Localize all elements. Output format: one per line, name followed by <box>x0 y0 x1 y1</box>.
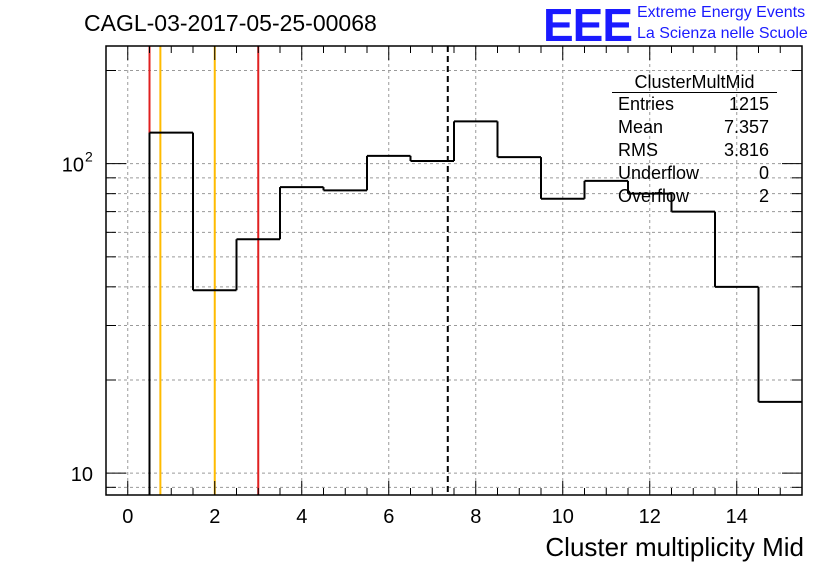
y-tick-exponent: 2 <box>85 149 93 165</box>
x-tick-label: 4 <box>296 506 307 528</box>
eee-logo-line1: Extreme Energy Events <box>637 4 806 21</box>
stats-value: 2 <box>758 186 769 206</box>
eee-logo: EEE <box>543 0 633 51</box>
y-tick-label: 10 <box>62 155 84 177</box>
axis-ticks <box>105 46 803 495</box>
stats-label: Mean <box>618 117 664 137</box>
chart-title: CAGL-03-2017-05-25-00068 <box>84 10 377 36</box>
stats-box: ClusterMultMid Entries 1215 Mean 7.357 R… <box>612 72 777 208</box>
x-tick-label: 10 <box>552 506 574 528</box>
stats-label: Entries <box>618 94 675 114</box>
stats-row-mean: Mean 7.357 <box>612 116 777 139</box>
x-tick-label: 2 <box>209 506 220 528</box>
stats-title: ClusterMultMid <box>612 72 777 93</box>
stats-row-underflow: Underflow 0 <box>612 162 777 185</box>
histogram-bars <box>148 120 802 495</box>
x-tick-label: 8 <box>470 506 481 528</box>
eee-logo-line2: La Scienza nelle Scuole <box>637 25 808 42</box>
stats-label: RMS <box>618 140 658 160</box>
stats-value: 0 <box>758 163 769 183</box>
grid <box>106 46 802 495</box>
stats-row-entries: Entries 1215 <box>612 93 777 116</box>
stats-value: 7.357 <box>723 117 769 137</box>
stats-row-overflow: Overflow 2 <box>612 185 777 208</box>
x-tick-label: 12 <box>639 506 661 528</box>
stats-value: 3.816 <box>723 140 769 160</box>
stats-label: Overflow <box>618 186 690 206</box>
y-tick-label: 10 <box>71 464 93 486</box>
x-tick-label: 14 <box>726 506 748 528</box>
stats-label: Underflow <box>618 163 700 183</box>
marker-lines <box>148 46 449 495</box>
x-tick-label: 6 <box>383 506 394 528</box>
x-tick-label: 0 <box>122 506 133 528</box>
stats-value: 1215 <box>728 94 769 114</box>
stats-row-rms: RMS 3.816 <box>612 139 777 162</box>
x-axis-label: Cluster multiplicity Mid <box>545 532 804 562</box>
